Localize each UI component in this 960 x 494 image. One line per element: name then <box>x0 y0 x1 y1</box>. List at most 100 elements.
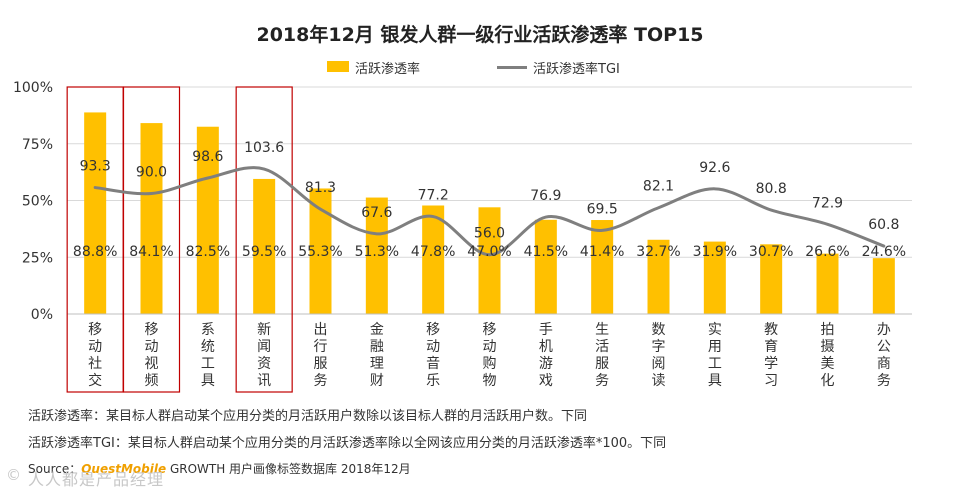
legend-line-label: 活跃渗透率TGI <box>533 62 620 77</box>
bar-教育学习 <box>760 244 783 314</box>
x-category-label-char: 交 <box>88 372 102 389</box>
x-category-label-char: 工 <box>201 356 215 372</box>
x-category-label-char: 乐 <box>426 373 440 389</box>
x-category-label-char: 公 <box>877 339 891 355</box>
tgi-data-label: 80.8 <box>756 181 787 197</box>
x-category-label-char: 具 <box>708 373 722 389</box>
tgi-data-label: 82.1 <box>643 179 674 195</box>
bar-办公商务 <box>872 258 895 314</box>
x-category-label-char: 音 <box>426 355 440 372</box>
bar-data-label: 88.8% <box>73 244 117 260</box>
tgi-data-label: 69.5 <box>587 201 618 217</box>
x-category-label-char: 统 <box>201 339 215 355</box>
bar-拍摄美化 <box>816 253 839 314</box>
x-category-label-char: 工 <box>708 356 722 372</box>
y-tick-label: 75% <box>22 137 53 153</box>
bar-生活服务 <box>591 220 614 314</box>
bar-data-label: 55.3% <box>298 244 342 260</box>
tgi-data-label: 98.6 <box>192 149 223 165</box>
highlight-box-新闻资讯 <box>235 86 293 393</box>
y-tick-label: 100% <box>13 80 53 96</box>
x-category-label-char: 物 <box>483 373 497 389</box>
x-category-label-char: 理 <box>370 356 384 372</box>
tgi-data-label: 72.9 <box>812 195 843 211</box>
x-category-label-char: 机 <box>539 339 553 355</box>
bar-data-label: 59.5% <box>242 244 286 260</box>
bar-data-label: 82.5% <box>186 244 230 260</box>
bar-data-label: 31.9% <box>693 244 737 260</box>
footnote-tgi-definition: 活跃渗透率TGI：某目标人群启动某个应用分类的月活跃渗透率除以全网该应用分类的月… <box>28 436 667 451</box>
tgi-data-label: 81.3 <box>305 180 336 196</box>
tgi-data-label: 76.9 <box>530 188 561 204</box>
x-category-label-char: 频 <box>145 373 159 389</box>
legend-bar-label: 活跃渗透率 <box>355 62 421 77</box>
bar-系统工具 <box>196 126 219 314</box>
x-category-label-char: 移 <box>483 322 497 338</box>
bar-手机游戏 <box>534 219 557 314</box>
bar-出行服务 <box>309 188 332 314</box>
x-category-label-char: 服 <box>595 356 609 372</box>
bar-data-label: 51.3% <box>355 244 399 260</box>
x-category-label-char: 具 <box>201 373 215 389</box>
bar-data-label: 41.4% <box>580 244 624 260</box>
source-line: Source：QuestMobile GROWTH 用户画像标签数据库 2018… <box>28 460 411 477</box>
x-category-label-char: 视 <box>145 356 159 372</box>
x-category-label-char: 教 <box>764 322 778 338</box>
bar-新闻资讯 <box>253 178 276 314</box>
x-category-label-char: 美 <box>821 356 835 372</box>
bar-移动视频 <box>140 123 163 314</box>
x-category-label-char: 动 <box>145 339 159 355</box>
tgi-data-label: 90.0 <box>136 165 167 181</box>
x-category-label-char: 活 <box>595 339 609 355</box>
x-category-label-char: 动 <box>88 339 102 355</box>
x-category-label-char: 习 <box>764 373 778 389</box>
x-category-label-char: 移 <box>426 322 440 338</box>
x-category-label-char: 用 <box>708 339 722 355</box>
source-prefix: Source： <box>28 462 82 476</box>
bar-data-label: 47.8% <box>411 244 455 260</box>
x-category-label-char: 拍 <box>821 322 835 338</box>
x-category-label-char: 务 <box>314 373 328 389</box>
x-category-label-char: 生 <box>595 322 609 338</box>
legend-line-swatch <box>497 66 527 69</box>
x-category-label-char: 闻 <box>257 339 271 355</box>
bar-移动社交 <box>84 112 107 314</box>
x-category-label-char: 购 <box>483 356 497 372</box>
tgi-data-label: 92.6 <box>699 160 730 176</box>
tgi-series-line <box>93 166 886 257</box>
x-category-label-char: 育 <box>764 339 778 355</box>
x-category-label-char: 社 <box>88 356 102 372</box>
bar-data-label: 24.6% <box>862 244 906 260</box>
chart-legend: 活跃渗透率 活跃渗透率TGI <box>0 57 960 77</box>
bar-金融理财 <box>365 197 388 314</box>
x-category-label-char: 办 <box>877 322 891 338</box>
x-category-label-char: 融 <box>370 339 384 355</box>
x-category-label-char: 金 <box>370 322 384 338</box>
x-category-label-char: 行 <box>314 339 328 355</box>
bar-移动音乐 <box>422 205 445 314</box>
x-category-label-char: 手 <box>539 322 553 338</box>
bar-数字阅读 <box>647 239 670 314</box>
bar-data-label: 26.6% <box>805 244 849 260</box>
x-category-label-char: 移 <box>145 322 159 338</box>
source-rest: GROWTH 用户画像标签数据库 2018年12月 <box>166 462 411 476</box>
chart-title: 2018年12月 银发人群一级行业活跃渗透率 TOP15 <box>256 24 704 46</box>
bar-移动购物 <box>478 207 501 314</box>
x-category-label-char: 出 <box>314 322 328 338</box>
x-category-label-char: 字 <box>652 339 666 355</box>
footnote-penetration-definition: 活跃渗透率：某目标人群启动某个应用分类的月活跃用户数除以该目标人群的月活跃用户数… <box>28 409 588 424</box>
x-category-label-char: 移 <box>88 322 102 338</box>
tgi-data-label: 93.3 <box>80 159 111 175</box>
x-category-label-char: 系 <box>201 322 215 338</box>
bar-data-label: 47.0% <box>467 244 511 260</box>
x-category-label-char: 服 <box>314 356 328 372</box>
x-category-label-char: 摄 <box>821 339 835 355</box>
x-category-label-char: 动 <box>426 339 440 355</box>
watermark-logo-icon: © <box>6 466 21 484</box>
y-tick-label: 25% <box>22 250 53 266</box>
bar-data-label: 30.7% <box>749 244 793 260</box>
x-category-label-char: 讯 <box>257 373 271 389</box>
highlight-box-移动视频 <box>122 86 181 393</box>
bar-data-label: 32.7% <box>636 244 680 260</box>
x-category-label-char: 务 <box>877 373 891 389</box>
